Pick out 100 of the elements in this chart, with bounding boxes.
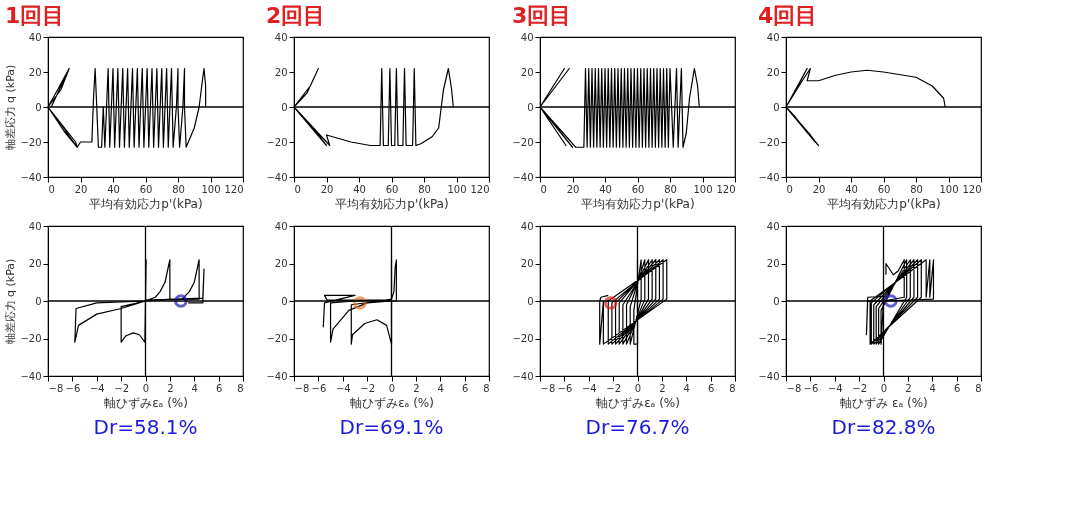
x-tick-label: 60 bbox=[631, 183, 645, 195]
y-tick-label: −20 bbox=[266, 333, 288, 344]
x-tick-label: 120 bbox=[470, 183, 490, 195]
y-tick-label: −20 bbox=[20, 333, 42, 344]
x-tick-label: 4 bbox=[437, 382, 444, 394]
x-tick-label: 20 bbox=[812, 183, 826, 195]
x-tick-label: 80 bbox=[664, 183, 677, 195]
x-tick-label: 100 bbox=[939, 183, 959, 195]
x-tick-label: −8 bbox=[786, 382, 802, 394]
y-tick-label: 40 bbox=[520, 31, 534, 43]
y-tick-label: 0 bbox=[527, 101, 534, 113]
x-axis-title: 軸ひずみεₐ (%) bbox=[350, 395, 434, 410]
x-tick-label: 0 bbox=[388, 382, 396, 394]
x-tick-label: 6 bbox=[461, 382, 469, 394]
chart-title: 2回目 bbox=[265, 3, 326, 28]
x-tick-label: 60 bbox=[385, 183, 399, 195]
x-tick-label: 0 bbox=[786, 183, 793, 195]
x-axis-title: 軸ひずみ εₐ (%) bbox=[840, 395, 928, 410]
x-tick-label: −6 bbox=[803, 382, 819, 394]
x-tick-label: −4 bbox=[335, 382, 351, 394]
x-tick-label: −6 bbox=[311, 382, 327, 394]
x-tick-label: 8 bbox=[237, 382, 244, 394]
x-tick-label: 120 bbox=[962, 183, 982, 195]
x-tick-label: 40 bbox=[599, 183, 612, 195]
x-tick-label: −2 bbox=[852, 382, 867, 394]
y-tick-label: 0 bbox=[281, 295, 288, 307]
text: Dr=76.7% bbox=[585, 415, 690, 439]
y-tick-label: 40 bbox=[766, 31, 780, 43]
y-tick-label: 20 bbox=[766, 66, 780, 78]
x-tick-label: 20 bbox=[74, 183, 88, 195]
y-tick-label: −40 bbox=[20, 370, 42, 382]
y-tick-label: 40 bbox=[766, 220, 780, 232]
x-tick-label: 6 bbox=[215, 382, 223, 394]
x-tick-label: 20 bbox=[566, 183, 580, 195]
y-tick-label: −20 bbox=[758, 136, 780, 148]
x-tick-label: −8 bbox=[540, 382, 556, 394]
x-tick-label: 60 bbox=[139, 183, 153, 195]
y-tick-label: 20 bbox=[28, 258, 42, 269]
x-tick-label: 60 bbox=[877, 183, 891, 195]
y-tick-label: −20 bbox=[266, 136, 288, 148]
x-tick-label: 0 bbox=[142, 382, 150, 394]
x-tick-label: 20 bbox=[320, 183, 334, 195]
x-tick-label: 40 bbox=[353, 183, 366, 195]
y-tick-label: 0 bbox=[773, 295, 780, 307]
x-tick-label: 2 bbox=[659, 382, 666, 394]
x-axis-title: 平均有効応力p'(kPa) bbox=[335, 196, 449, 211]
y-tick-label: −20 bbox=[512, 333, 534, 344]
y-axis-title: 軸差応力 q (kPa) bbox=[4, 258, 18, 345]
x-tick-label: −4 bbox=[89, 382, 105, 394]
y-tick-label: −40 bbox=[512, 171, 534, 183]
y-tick-label: 40 bbox=[274, 220, 288, 232]
x-tick-label: 2 bbox=[413, 382, 420, 394]
x-tick-label: 120 bbox=[224, 183, 244, 195]
x-tick-label: 8 bbox=[975, 382, 982, 394]
x-axis-title: 平均有効応力p'(kPa) bbox=[581, 196, 695, 211]
y-tick-label: −20 bbox=[512, 136, 534, 148]
x-tick-label: −4 bbox=[581, 382, 597, 394]
x-axis-title: 平均有効応力p'(kPa) bbox=[827, 196, 941, 211]
y-tick-label: −40 bbox=[20, 171, 42, 183]
y-tick-label: 20 bbox=[766, 258, 780, 269]
y-tick-label: 0 bbox=[281, 101, 288, 113]
y-tick-label: −20 bbox=[758, 333, 780, 344]
y-tick-label: −40 bbox=[512, 370, 534, 382]
y-axis-title: 軸差応力 q (kPa) bbox=[4, 64, 18, 151]
y-tick-label: −20 bbox=[20, 136, 42, 148]
x-tick-label: 8 bbox=[483, 382, 490, 394]
y-tick-label: 20 bbox=[274, 258, 288, 269]
y-tick-label: 0 bbox=[773, 101, 780, 113]
x-tick-label: 0 bbox=[294, 183, 301, 195]
chart-title: 3回目 bbox=[511, 3, 572, 28]
y-tick-label: 40 bbox=[520, 220, 534, 232]
x-tick-label: 0 bbox=[634, 382, 642, 394]
y-tick-label: 0 bbox=[35, 295, 42, 307]
y-tick-label: −40 bbox=[758, 370, 780, 382]
text: Dr=58.1% bbox=[93, 415, 198, 439]
y-tick-label: 40 bbox=[28, 31, 42, 43]
y-tick-label: 40 bbox=[28, 220, 42, 232]
x-tick-label: −6 bbox=[557, 382, 573, 394]
y-tick-label: 20 bbox=[28, 66, 42, 78]
text: Dr=69.1% bbox=[339, 415, 444, 439]
x-tick-label: −2 bbox=[114, 382, 129, 394]
y-tick-label: 20 bbox=[274, 66, 288, 78]
x-tick-label: 40 bbox=[107, 183, 120, 195]
x-tick-label: 80 bbox=[418, 183, 431, 195]
y-tick-label: −40 bbox=[758, 171, 780, 183]
x-tick-label: −2 bbox=[360, 382, 375, 394]
y-tick-label: 40 bbox=[274, 31, 288, 43]
y-tick-label: 20 bbox=[520, 258, 534, 269]
x-tick-label: 2 bbox=[905, 382, 912, 394]
x-tick-label: −4 bbox=[827, 382, 843, 394]
x-tick-label: 100 bbox=[447, 183, 467, 195]
x-tick-label: 80 bbox=[910, 183, 923, 195]
x-axis-title: 軸ひずみεₐ (%) bbox=[104, 395, 188, 410]
x-tick-label: 80 bbox=[172, 183, 185, 195]
text: Dr=82.8% bbox=[831, 415, 936, 439]
x-tick-label: 100 bbox=[693, 183, 713, 195]
x-tick-label: −8 bbox=[294, 382, 310, 394]
x-tick-label: −2 bbox=[606, 382, 621, 394]
x-tick-label: 8 bbox=[729, 382, 736, 394]
x-tick-label: −6 bbox=[65, 382, 81, 394]
